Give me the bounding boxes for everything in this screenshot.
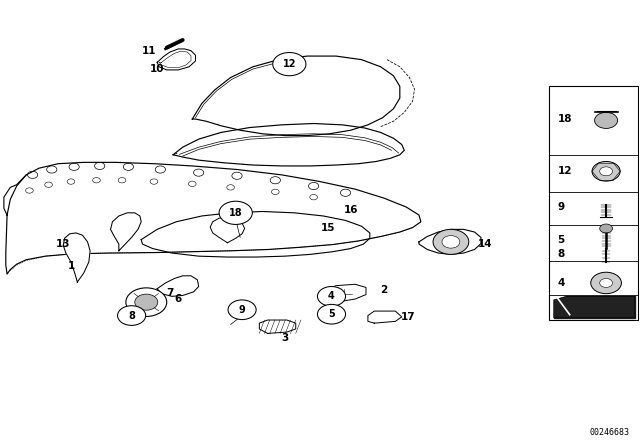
Circle shape (600, 224, 612, 233)
Text: 9: 9 (239, 305, 246, 315)
Text: 3: 3 (281, 333, 289, 343)
Circle shape (591, 272, 621, 294)
Text: 4: 4 (328, 291, 335, 302)
Circle shape (135, 294, 158, 310)
Polygon shape (325, 284, 366, 302)
Polygon shape (192, 56, 400, 136)
Circle shape (600, 167, 612, 176)
Polygon shape (368, 311, 402, 323)
Polygon shape (141, 211, 370, 257)
Circle shape (592, 161, 620, 181)
Text: 14: 14 (477, 239, 492, 249)
Text: 7: 7 (166, 288, 173, 298)
Circle shape (433, 229, 468, 254)
Text: 8: 8 (128, 310, 135, 321)
Polygon shape (259, 320, 296, 333)
Text: 4: 4 (557, 278, 565, 288)
Circle shape (442, 236, 460, 248)
Text: 8: 8 (557, 250, 565, 259)
Text: 18: 18 (557, 114, 572, 124)
Circle shape (595, 112, 618, 129)
Polygon shape (157, 276, 198, 296)
Text: 16: 16 (344, 205, 358, 215)
Polygon shape (173, 124, 404, 166)
Polygon shape (111, 213, 141, 251)
Polygon shape (419, 229, 481, 254)
Text: 9: 9 (557, 202, 564, 212)
Circle shape (317, 287, 346, 306)
Text: 10: 10 (150, 64, 164, 73)
Text: 11: 11 (141, 46, 156, 56)
Circle shape (118, 306, 146, 325)
Circle shape (126, 288, 167, 316)
Text: 12: 12 (283, 59, 296, 69)
Text: 2: 2 (380, 285, 387, 295)
Text: 5: 5 (328, 309, 335, 319)
Polygon shape (554, 296, 635, 318)
Text: 12: 12 (557, 166, 572, 177)
Text: 1: 1 (67, 262, 75, 271)
Circle shape (219, 201, 252, 224)
Polygon shape (6, 162, 421, 274)
Polygon shape (63, 233, 90, 282)
Circle shape (600, 279, 612, 288)
Text: 13: 13 (56, 239, 70, 249)
Text: 00246683: 00246683 (589, 428, 630, 438)
Circle shape (317, 304, 346, 324)
Circle shape (273, 52, 306, 76)
Text: 5: 5 (557, 235, 565, 245)
FancyBboxPatch shape (548, 86, 638, 320)
Text: 6: 6 (175, 294, 182, 304)
Text: 15: 15 (321, 223, 335, 233)
Polygon shape (157, 49, 195, 70)
Text: 18: 18 (229, 208, 243, 218)
Circle shape (228, 300, 256, 319)
Text: 17: 17 (401, 312, 415, 322)
